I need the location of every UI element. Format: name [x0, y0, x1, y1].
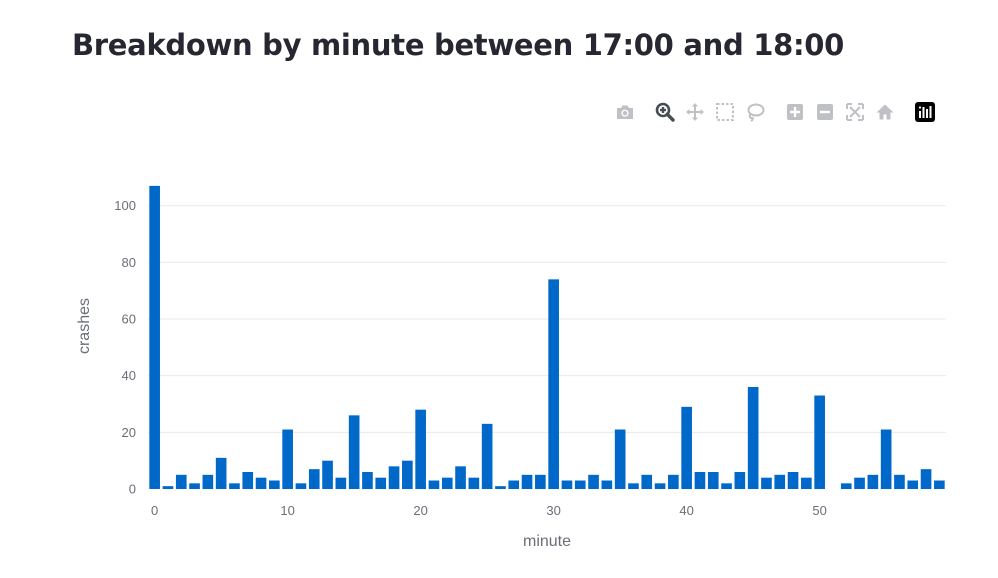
bar[interactable]: [801, 477, 812, 489]
bar[interactable]: [428, 480, 440, 489]
bar[interactable]: [614, 429, 626, 489]
bar[interactable]: [840, 483, 852, 489]
zoom-in-icon[interactable]: [780, 98, 810, 126]
y-tick-labels: 0 20 40 60 80 100: [114, 198, 136, 496]
bar[interactable]: [747, 387, 759, 489]
bar[interactable]: [495, 486, 506, 489]
bar[interactable]: [215, 457, 227, 489]
bar[interactable]: [481, 423, 493, 489]
bar[interactable]: [295, 483, 307, 489]
bar[interactable]: [641, 474, 653, 489]
reset-axes-icon[interactable]: [870, 98, 900, 126]
bar[interactable]: [681, 406, 692, 489]
bar[interactable]: [707, 472, 719, 489]
bar[interactable]: [535, 474, 546, 489]
autoscale-icon[interactable]: [840, 98, 870, 126]
zoom-icon[interactable]: [650, 98, 680, 126]
bar[interactable]: [561, 480, 573, 489]
bar[interactable]: [694, 472, 706, 489]
y-tick-label: 80: [122, 255, 136, 270]
bar[interactable]: [907, 480, 919, 489]
bar[interactable]: [867, 474, 879, 489]
bar[interactable]: [601, 480, 613, 489]
bar[interactable]: [282, 429, 293, 489]
bar[interactable]: [761, 477, 772, 489]
bar[interactable]: [654, 483, 666, 489]
x-tick-label: 30: [546, 503, 560, 518]
pan-icon[interactable]: [680, 98, 710, 126]
bar[interactable]: [455, 466, 466, 489]
x-tick-labels: 0 10 20 30 40 50: [151, 503, 827, 518]
y-tick-label: 20: [122, 425, 136, 440]
plot-modebar: [610, 98, 940, 126]
bar[interactable]: [814, 395, 825, 489]
bar[interactable]: [308, 469, 320, 489]
bar[interactable]: [255, 477, 267, 489]
y-axis-title: crashes: [76, 298, 93, 354]
bar[interactable]: [508, 480, 520, 489]
bar[interactable]: [322, 460, 333, 489]
plotly-logo-icon[interactable]: [910, 98, 940, 126]
bar[interactable]: [628, 483, 639, 489]
y-tick-label: 40: [122, 368, 136, 383]
bar[interactable]: [734, 472, 746, 489]
bar[interactable]: [934, 480, 945, 489]
bar[interactable]: [880, 429, 892, 489]
bar[interactable]: [774, 474, 786, 489]
bar[interactable]: [668, 474, 679, 489]
bar[interactable]: [521, 474, 533, 489]
bar[interactable]: [362, 472, 373, 489]
bars: [149, 185, 945, 490]
bar[interactable]: [189, 483, 200, 489]
bar[interactable]: [441, 477, 453, 489]
bar[interactable]: [242, 472, 254, 489]
bar[interactable]: [149, 185, 160, 490]
zoom-out-icon[interactable]: [810, 98, 840, 126]
bar[interactable]: [335, 477, 347, 489]
bar[interactable]: [229, 483, 240, 489]
camera-icon[interactable]: [610, 98, 640, 126]
x-tick-label: 40: [679, 503, 693, 518]
y-tick-label: 60: [122, 312, 136, 327]
y-tick-label: 0: [129, 482, 136, 497]
bar[interactable]: [574, 480, 586, 489]
bar[interactable]: [721, 483, 732, 489]
bar[interactable]: [162, 486, 174, 489]
bar[interactable]: [269, 480, 280, 489]
lasso-select-icon[interactable]: [740, 98, 770, 126]
box-select-icon[interactable]: [710, 98, 740, 126]
bar[interactable]: [548, 279, 559, 489]
x-tick-label: 0: [151, 503, 158, 518]
bar[interactable]: [787, 472, 799, 489]
bar[interactable]: [588, 474, 599, 489]
bar[interactable]: [175, 474, 187, 489]
x-tick-label: 50: [812, 503, 826, 518]
bar[interactable]: [415, 409, 426, 489]
bar[interactable]: [854, 477, 865, 489]
bar[interactable]: [375, 477, 387, 489]
bar[interactable]: [402, 460, 413, 489]
page-title: Breakdown by minute between 17:00 and 18…: [72, 28, 845, 62]
gridlines: [148, 205, 946, 433]
bar[interactable]: [468, 477, 480, 489]
y-tick-label: 100: [114, 198, 136, 213]
bar[interactable]: [920, 469, 932, 489]
x-axis-title: minute: [523, 533, 571, 550]
x-tick-label: 20: [413, 503, 427, 518]
bar[interactable]: [894, 474, 905, 489]
x-tick-label: 10: [280, 503, 294, 518]
bar[interactable]: [388, 466, 400, 489]
bar[interactable]: [202, 474, 214, 489]
bar[interactable]: [348, 415, 360, 489]
